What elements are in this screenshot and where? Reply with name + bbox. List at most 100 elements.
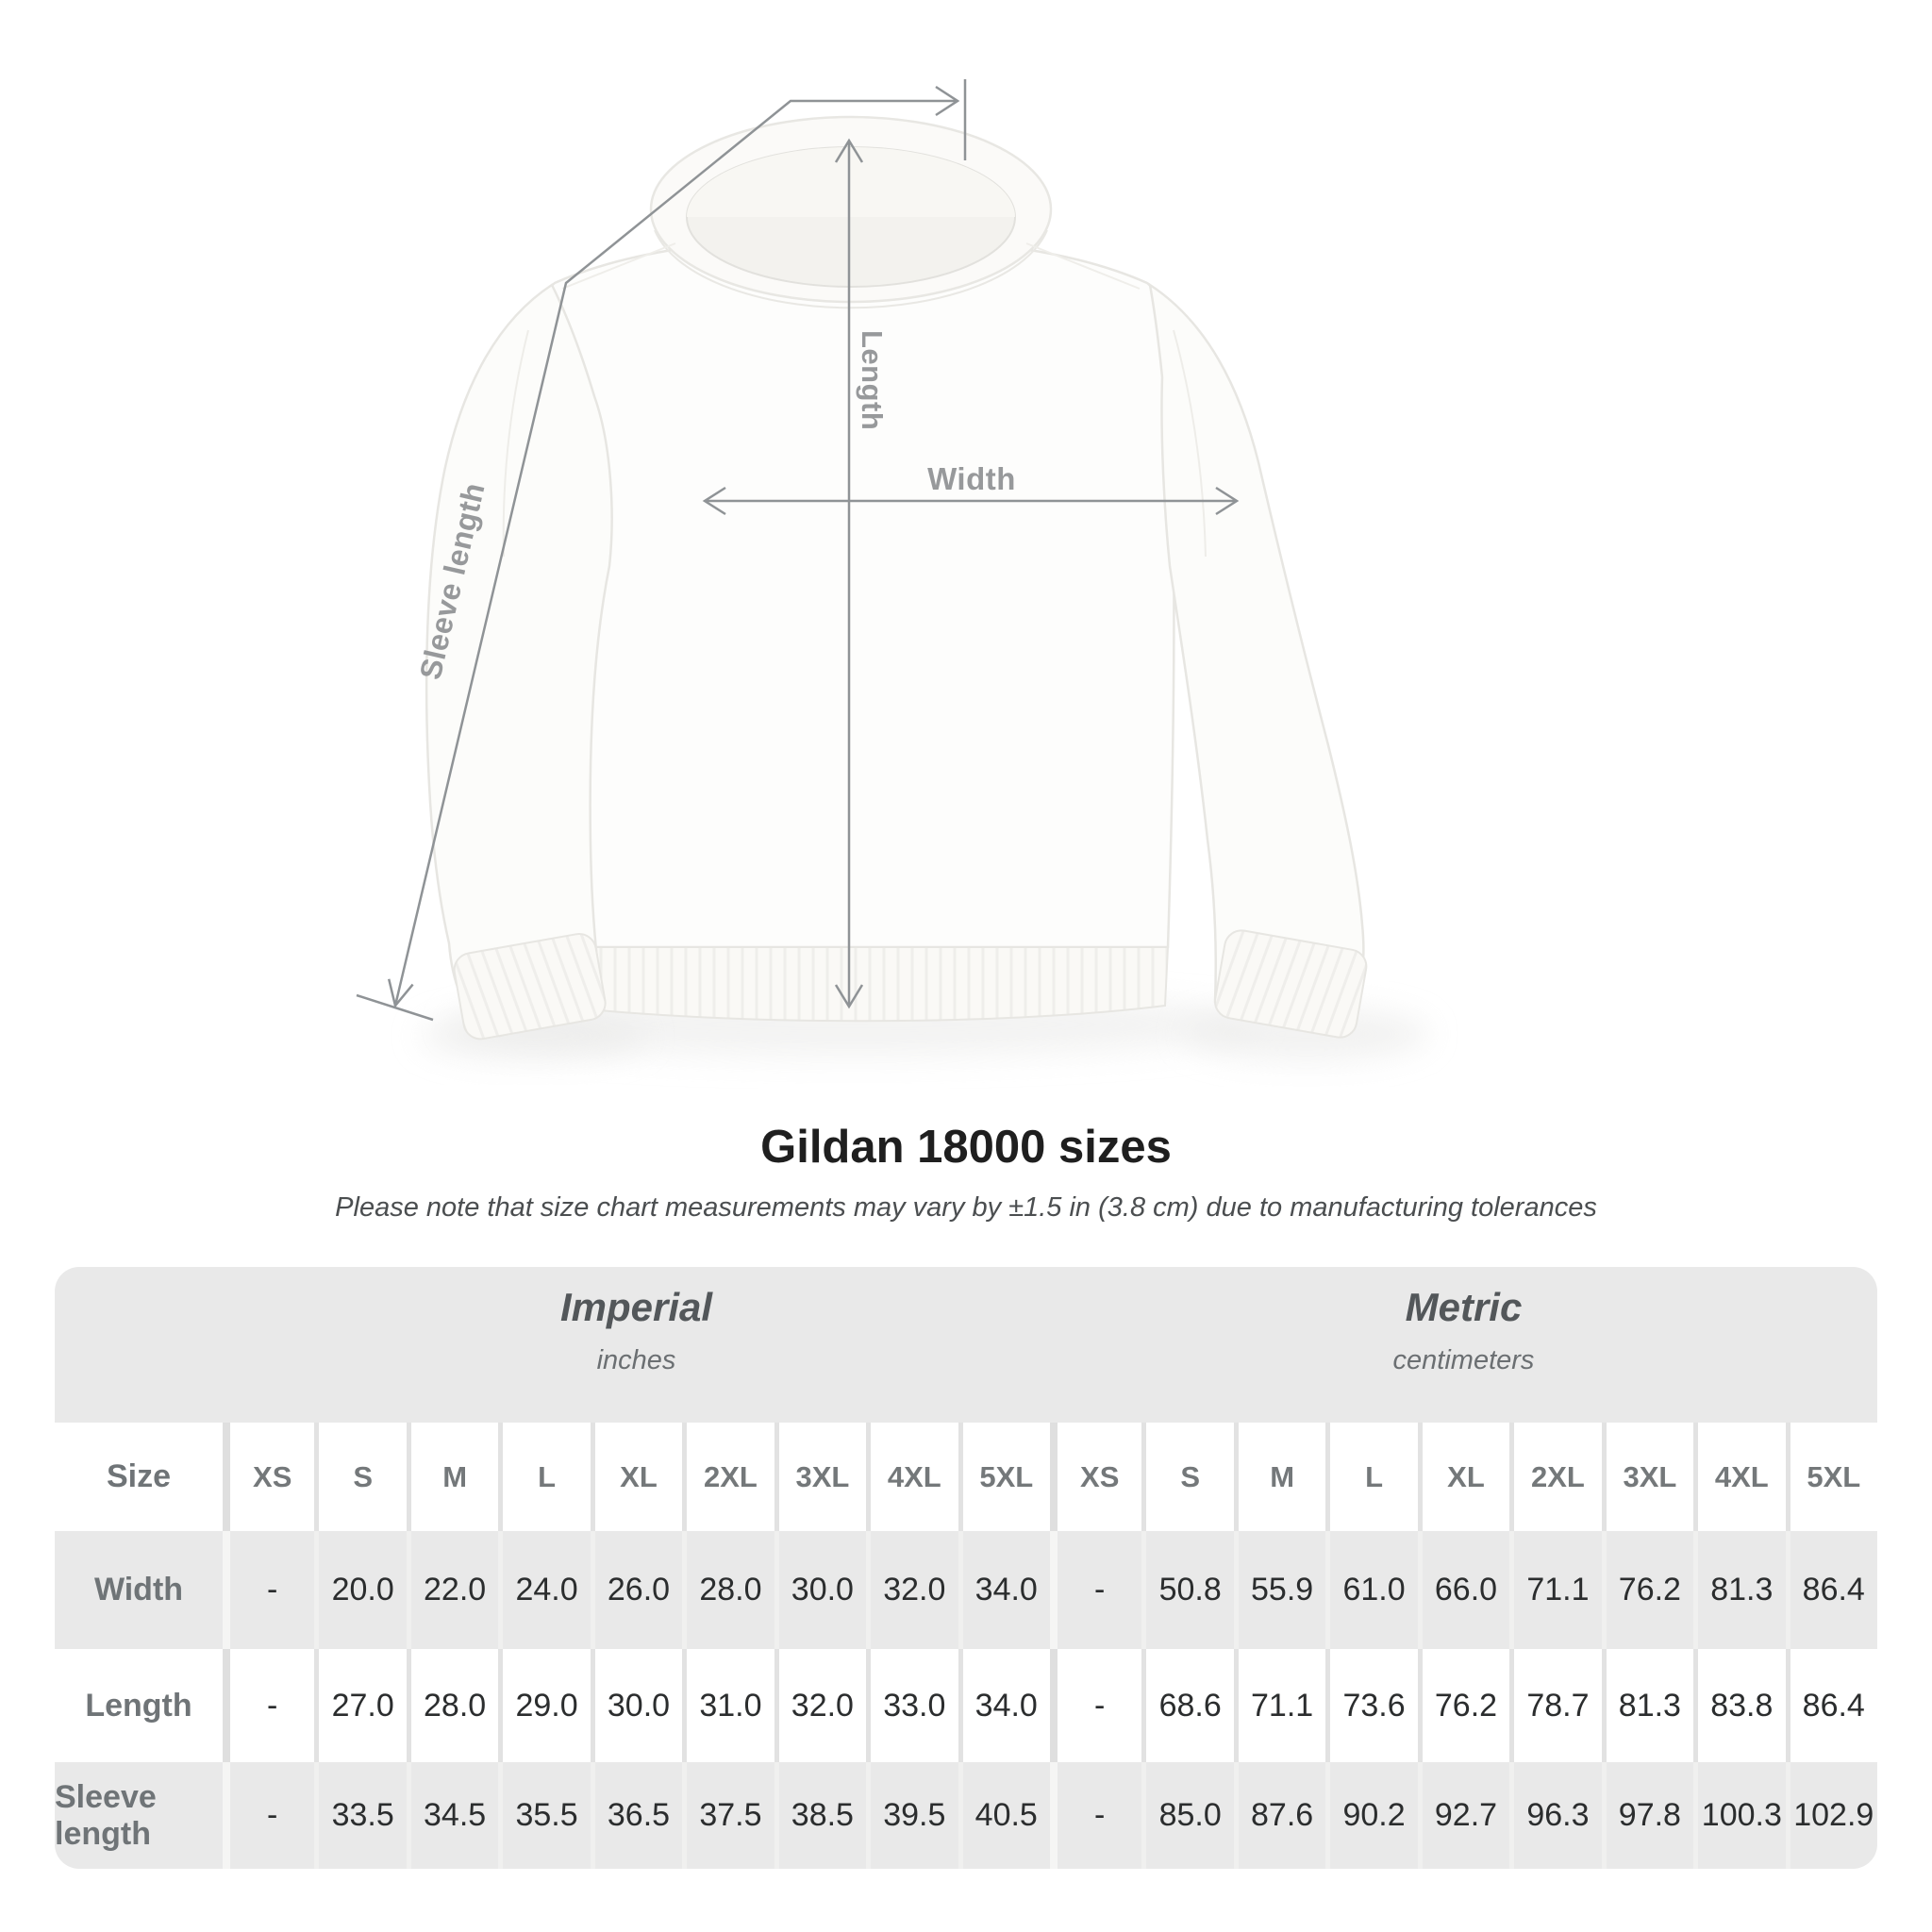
size-header-cell: M — [406, 1423, 499, 1531]
row-label: Length — [55, 1649, 223, 1762]
sweatshirt-right-sleeve — [1148, 282, 1365, 1036]
row-label: Sleeve length — [55, 1778, 157, 1852]
value-cell: 20.0 — [314, 1531, 406, 1649]
value-cell: 68.6 — [1141, 1649, 1234, 1762]
value-cell: - — [1049, 1649, 1142, 1762]
size-header-cell: 3XL — [1601, 1423, 1694, 1531]
size-column-header: Size — [55, 1423, 223, 1531]
value-cell: - — [1049, 1531, 1141, 1649]
unit-group-sublabel: inches — [596, 1345, 676, 1375]
value-cell: - — [1049, 1762, 1141, 1869]
unit-group-label: Imperial — [559, 1285, 713, 1329]
size-header-cell: XS — [1049, 1423, 1142, 1531]
value-cell: 37.5 — [682, 1762, 774, 1869]
left-shoulder-seam — [502, 329, 529, 558]
size-header-cell: 5XL — [958, 1423, 1050, 1531]
width-label: Width — [927, 461, 1016, 496]
value-cell: 29.0 — [498, 1649, 591, 1762]
size-header-cell: XS — [223, 1423, 315, 1531]
value-cell: 33.0 — [866, 1649, 958, 1762]
size-header-cell: L — [498, 1423, 591, 1531]
size-header-cell: XL — [590, 1423, 683, 1531]
value-cell: 28.0 — [682, 1531, 774, 1649]
size-header-cell: 2XL — [1509, 1423, 1602, 1531]
value-cell: 71.1 — [1509, 1531, 1601, 1649]
right-shoulder-seam — [1173, 329, 1207, 558]
size-header-cell: L — [1325, 1423, 1418, 1531]
value-cell: 30.0 — [774, 1531, 866, 1649]
value-cell: 76.2 — [1601, 1531, 1693, 1649]
value-cell: - — [223, 1531, 314, 1649]
value-cell: 35.5 — [498, 1762, 590, 1869]
value-cell: 30.0 — [590, 1649, 683, 1762]
value-cell: 33.5 — [314, 1762, 406, 1869]
value-cell: - — [223, 1762, 314, 1869]
size-header-cell: M — [1233, 1423, 1326, 1531]
value-cell: 85.0 — [1141, 1762, 1233, 1869]
value-cell: 86.4 — [1785, 1531, 1877, 1649]
value-cell: 81.3 — [1601, 1649, 1694, 1762]
value-cell: 39.5 — [866, 1762, 958, 1869]
size-header-cell: XL — [1417, 1423, 1510, 1531]
size-header-cell: S — [1141, 1423, 1234, 1531]
value-cell: 76.2 — [1417, 1649, 1510, 1762]
value-cell: 32.0 — [866, 1531, 958, 1649]
size-header-cell: 5XL — [1785, 1423, 1877, 1531]
sweatshirt-hem-band — [532, 946, 1170, 1023]
value-cell: 86.4 — [1785, 1649, 1877, 1762]
unit-band-spacer — [55, 1267, 223, 1423]
unit-group-sublabel: centimeters — [1392, 1345, 1535, 1375]
value-cell: 61.0 — [1325, 1531, 1417, 1649]
value-cell: 55.9 — [1233, 1531, 1325, 1649]
size-header-cell: 2XL — [682, 1423, 774, 1531]
value-cell: 83.8 — [1693, 1649, 1786, 1762]
size-header-cell: 3XL — [774, 1423, 867, 1531]
value-cell: 36.5 — [590, 1762, 682, 1869]
value-cell: 100.3 — [1693, 1762, 1785, 1869]
width-arrow — [702, 486, 1240, 516]
value-cell: 81.3 — [1693, 1531, 1785, 1649]
unit-group-imperial: Imperial inches — [223, 1267, 1050, 1423]
value-cell: 50.8 — [1141, 1531, 1233, 1649]
value-cell: 71.1 — [1233, 1649, 1326, 1762]
value-cell: 34.0 — [958, 1531, 1050, 1649]
tolerance-note: Please note that size chart measurements… — [335, 1192, 1597, 1223]
value-cell: 22.0 — [406, 1531, 498, 1649]
value-cell: 28.0 — [406, 1649, 499, 1762]
sweatshirt-collar — [561, 115, 1141, 309]
value-cell: 34.0 — [958, 1649, 1050, 1762]
value-cell: 34.5 — [406, 1762, 498, 1869]
value-cell: 66.0 — [1417, 1531, 1509, 1649]
value-cell: - — [223, 1649, 315, 1762]
value-cell: 96.3 — [1509, 1762, 1601, 1869]
sweatshirt-left-sleeve — [425, 283, 613, 1038]
row-label: Width — [93, 1572, 184, 1607]
value-cell: 97.8 — [1601, 1762, 1693, 1869]
value-cell: 92.7 — [1417, 1762, 1509, 1869]
length-label: Length — [856, 330, 889, 430]
page-title: Gildan 18000 sizes — [760, 1122, 1172, 1173]
sweatshirt-body — [526, 236, 1175, 949]
size-header-cell: 4XL — [1693, 1423, 1786, 1531]
value-cell: 31.0 — [682, 1649, 774, 1762]
value-cell: 38.5 — [774, 1762, 866, 1869]
value-cell: 87.6 — [1233, 1762, 1325, 1869]
length-arrow — [834, 138, 864, 1009]
value-cell: 73.6 — [1325, 1649, 1418, 1762]
value-cell: 27.0 — [314, 1649, 407, 1762]
left-cuff — [453, 933, 607, 1041]
value-cell: 78.7 — [1509, 1649, 1602, 1762]
value-cell: 32.0 — [774, 1649, 867, 1762]
value-cell: 90.2 — [1325, 1762, 1417, 1869]
value-cell: 40.5 — [958, 1762, 1050, 1869]
size-chart-table: Imperial inches Metric centimeters Size XS S M L… — [55, 1267, 1877, 1869]
value-cell: 102.9 — [1785, 1762, 1877, 1869]
size-header-cell: S — [314, 1423, 407, 1531]
sleeve-length-arrow — [356, 79, 967, 1022]
value-cell: 24.0 — [498, 1531, 590, 1649]
unit-group-label: Metric — [1405, 1285, 1523, 1329]
right-cuff — [1214, 929, 1368, 1039]
unit-group-metric: Metric centimeters — [1050, 1267, 1877, 1423]
value-cell: 26.0 — [590, 1531, 682, 1649]
